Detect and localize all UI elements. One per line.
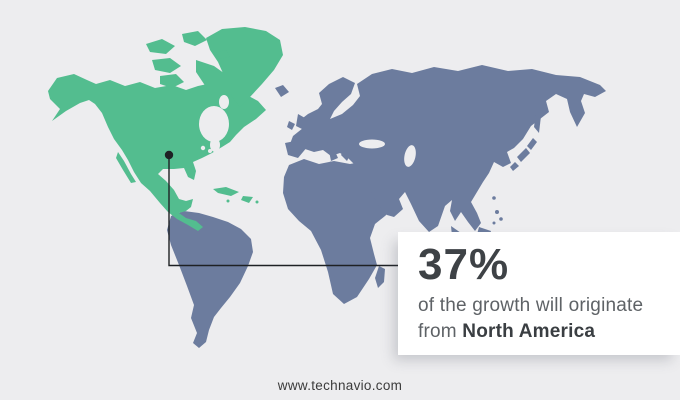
peninsula-greece bbox=[341, 149, 351, 161]
callout-description: of the growth will originate bbox=[418, 295, 644, 317]
island-baffin bbox=[196, 60, 234, 104]
island-ireland bbox=[287, 121, 295, 130]
island-cuba bbox=[213, 187, 239, 196]
arctic-island-1 bbox=[146, 39, 175, 54]
arctic-island-2 bbox=[182, 31, 207, 46]
continent-africa bbox=[283, 159, 394, 304]
island-sicily bbox=[329, 161, 333, 165]
hudson-bay bbox=[199, 106, 229, 142]
great-lake-1 bbox=[200, 145, 206, 151]
arctic-island-3 bbox=[152, 58, 181, 73]
callout-value: 37% bbox=[418, 240, 510, 289]
island-great-britain bbox=[296, 114, 305, 130]
footer-url: www.technavio.com bbox=[277, 378, 403, 393]
island-hispaniola bbox=[241, 196, 253, 203]
arctic-island-4 bbox=[216, 50, 230, 59]
continent-south-america bbox=[167, 211, 253, 348]
island-madagascar bbox=[375, 266, 385, 288]
callout-pointer bbox=[164, 150, 399, 267]
great-lake-2 bbox=[208, 149, 212, 153]
callout-card: 37% of the growth will originate from No… bbox=[398, 232, 680, 355]
island-japan-north bbox=[527, 138, 537, 150]
island-philippines-3 bbox=[492, 221, 496, 225]
peninsula-baja-california bbox=[116, 152, 136, 183]
peninsula-iberia bbox=[285, 140, 308, 158]
black-sea bbox=[359, 139, 385, 149]
island-japan-main bbox=[517, 148, 530, 162]
island-greenland bbox=[206, 27, 283, 107]
island-jamaica bbox=[226, 199, 230, 203]
island-japan-south bbox=[510, 162, 519, 171]
peninsula-italy bbox=[327, 142, 338, 161]
callout-region-name: North America bbox=[462, 320, 596, 342]
island-victoria bbox=[160, 74, 184, 88]
callout-region-line: from North America bbox=[418, 321, 670, 344]
sea-carves bbox=[199, 95, 416, 167]
continent-eurasia bbox=[290, 65, 606, 232]
region-north-america bbox=[48, 27, 283, 231]
island-taiwan bbox=[492, 196, 496, 200]
great-lake-3 bbox=[215, 147, 219, 151]
callout-region-prefix: from bbox=[418, 320, 463, 342]
foxe-basin bbox=[219, 95, 229, 109]
island-philippines-1 bbox=[495, 210, 499, 214]
caspian-sea bbox=[404, 145, 416, 167]
island-iceland bbox=[275, 85, 289, 97]
location-marker-dot bbox=[164, 150, 174, 160]
callout-connector-line bbox=[168, 159, 399, 267]
island-sakhalin bbox=[534, 112, 541, 133]
island-puerto-rico bbox=[255, 200, 259, 204]
island-philippines-2 bbox=[499, 217, 503, 221]
